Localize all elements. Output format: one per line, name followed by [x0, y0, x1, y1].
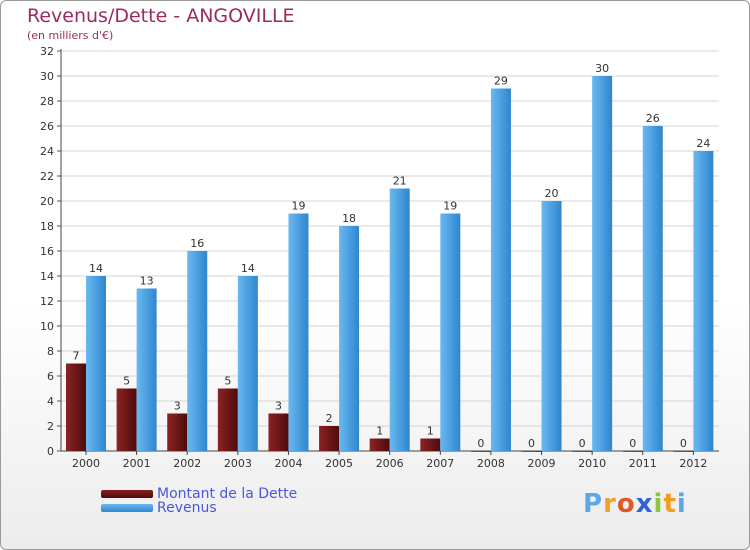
y-tick-label: 8 [47, 345, 54, 358]
data-label-dette: 3 [174, 400, 181, 413]
x-tick-label: 2001 [123, 457, 151, 470]
x-tick-label: 2006 [376, 457, 404, 470]
data-label-revenus: 19 [443, 200, 457, 213]
logo-letter: t [663, 489, 677, 519]
proxiti-logo: Proxiti [583, 489, 687, 519]
data-label-revenus: 26 [646, 112, 660, 125]
logo-letter: i [676, 489, 687, 519]
data-label-dette: 2 [326, 412, 333, 425]
data-label-revenus: 18 [342, 212, 356, 225]
data-label-dette: 5 [123, 375, 130, 388]
bar-dette [217, 388, 238, 451]
y-tick-label: 30 [40, 70, 54, 83]
y-tick-label: 32 [40, 45, 54, 58]
x-tick-label: 2000 [72, 457, 100, 470]
data-label-dette: 0 [528, 437, 535, 450]
y-tick-label: 28 [40, 95, 54, 108]
bar-revenus [237, 276, 258, 451]
y-tick-label: 18 [40, 220, 54, 233]
data-label-dette: 0 [629, 437, 636, 450]
data-label-revenus: 13 [140, 275, 154, 288]
data-label-revenus: 14 [241, 262, 255, 275]
bar-dette [116, 388, 137, 451]
bar-revenus [86, 276, 106, 451]
data-label-dette: 7 [73, 350, 80, 363]
chart-title: Revenus/Dette - ANGOVILLE [27, 5, 295, 27]
logo-letter: i [653, 489, 664, 519]
bar-dette [66, 363, 86, 451]
data-label-dette: 5 [224, 375, 231, 388]
data-label-revenus: 19 [291, 200, 305, 213]
y-tick-label: 10 [40, 320, 54, 333]
y-tick-label: 20 [40, 195, 54, 208]
bar-revenus [490, 88, 511, 451]
bar-dette [319, 426, 340, 451]
bar-revenus [642, 126, 663, 451]
data-label-dette: 1 [376, 425, 383, 438]
bar-revenus [136, 288, 157, 451]
data-label-dette: 1 [427, 425, 434, 438]
data-label-dette: 0 [579, 437, 586, 450]
x-tick-label: 2011 [629, 457, 657, 470]
y-tick-label: 14 [40, 270, 54, 283]
bar-revenus [187, 251, 208, 451]
legend-swatch-dette [101, 490, 153, 498]
bar-dette [521, 451, 542, 452]
bar-dette [420, 438, 441, 451]
x-tick-label: 2012 [679, 457, 707, 470]
y-tick-label: 6 [47, 370, 54, 383]
bar-dette [673, 451, 694, 452]
bar-revenus [693, 151, 714, 451]
bar-revenus [389, 188, 410, 451]
data-label-revenus: 24 [696, 137, 710, 150]
bar-revenus [440, 213, 461, 451]
y-tick-label: 22 [40, 170, 54, 183]
y-tick-label: 4 [47, 395, 54, 408]
logo-letter: P [583, 489, 604, 519]
y-tick-label: 16 [40, 245, 54, 258]
x-tick-label: 2003 [224, 457, 252, 470]
data-label-revenus: 16 [190, 237, 204, 250]
x-tick-label: 2007 [426, 457, 454, 470]
x-tick-label: 2005 [325, 457, 353, 470]
x-tick-label: 2002 [173, 457, 201, 470]
bar-revenus [339, 226, 360, 451]
y-tick-label: 24 [40, 145, 54, 158]
data-label-revenus: 30 [595, 62, 609, 75]
x-tick-label: 2008 [477, 457, 505, 470]
logo-letter: o [616, 489, 636, 519]
bar-revenus [592, 76, 613, 451]
y-tick-label: 2 [47, 420, 54, 433]
logo-letter: x [635, 489, 654, 519]
bar-dette [622, 451, 643, 452]
x-tick-label: 2010 [578, 457, 606, 470]
bar-dette [572, 451, 593, 452]
legend-label-revenus: Revenus [157, 500, 217, 516]
y-tick-label: 0 [47, 445, 54, 458]
bar-dette [369, 438, 390, 451]
data-label-revenus: 21 [393, 175, 407, 188]
bar-revenus [288, 213, 309, 451]
data-label-revenus: 29 [494, 75, 508, 88]
bar-revenus [541, 201, 562, 451]
y-tick-label: 12 [40, 295, 54, 308]
data-label-dette: 0 [477, 437, 484, 450]
x-tick-label: 2004 [274, 457, 302, 470]
chart-subtitle: (en milliers d'€) [27, 29, 114, 42]
legend-label-dette: Montant de la Dette [157, 486, 298, 502]
bar-dette [470, 451, 491, 452]
y-tick-label: 26 [40, 120, 54, 133]
bar-dette [268, 413, 289, 451]
data-label-revenus: 14 [89, 262, 103, 275]
data-label-dette: 0 [680, 437, 687, 450]
data-label-dette: 3 [275, 400, 282, 413]
data-label-revenus: 20 [545, 187, 559, 200]
x-tick-label: 2009 [528, 457, 556, 470]
bar-dette [167, 413, 188, 451]
logo-letter: r [603, 489, 617, 519]
legend-swatch-revenus [101, 504, 153, 512]
